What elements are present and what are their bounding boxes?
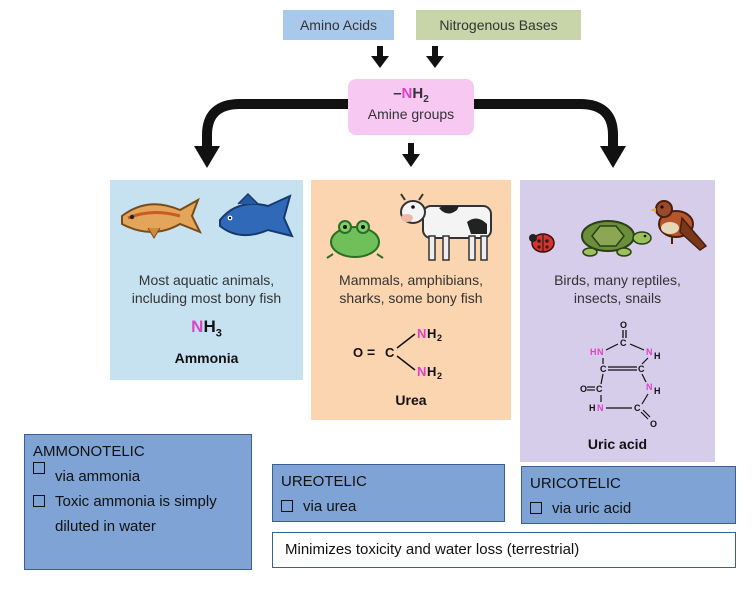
arrow-down-icon: [371, 46, 389, 68]
curved-arrow-right-icon: [474, 99, 626, 168]
uric-c4: C: [596, 384, 603, 394]
uric-o-bottom: O: [650, 419, 657, 429]
uricotelic-box: URICOTELIC via uric acid: [521, 466, 736, 524]
arrow-down-icon: [426, 46, 444, 68]
uric-n2: N: [646, 347, 653, 357]
ammonia-n: N: [191, 317, 204, 336]
amine-h: H: [412, 85, 424, 102]
uric-acid-structure: O C H N N H C C O C N H H N C O: [580, 320, 661, 429]
ammonotelic-item: Toxic ammonia is simply diluted in water: [55, 493, 217, 535]
uric-h1: H: [590, 347, 597, 357]
ureotelic-title: UREOTELIC: [281, 473, 367, 490]
bird-icon: [650, 200, 708, 251]
urea-panel: Mammals, amphibians, sharks, some bony f…: [311, 180, 511, 420]
uric-o-left: O: [580, 384, 587, 394]
checkbox-icon: [33, 495, 45, 507]
urea-desc-line1: Mammals, amphibians,: [339, 272, 483, 288]
nitrogenous-bases-box: Nitrogenous Bases: [416, 10, 581, 40]
uricotelic-title: URICOTELIC: [530, 475, 621, 492]
amine-label: Amine groups: [367, 106, 455, 122]
urea-h1: H: [427, 326, 436, 341]
checkbox-icon: [281, 500, 293, 512]
uric-desc-line1: Birds, many reptiles,: [554, 272, 681, 288]
urea-structure: O = C N H 2 N H 2: [353, 326, 442, 381]
urea-sub2: 2: [437, 371, 442, 381]
ammonia-panel: Most aquatic animals, including most bon…: [110, 180, 303, 380]
uric-h4: H: [589, 403, 596, 413]
ammonia-formula: NH3: [110, 317, 303, 339]
curved-arrow-left-icon: [194, 99, 348, 168]
uric-o-top: O: [620, 320, 627, 330]
nitrogenous-bases-label: Nitrogenous Bases: [439, 17, 558, 33]
uric-desc-line2: insects, snails: [573, 290, 662, 306]
turtle-icon: [581, 220, 652, 257]
cow-icon: [400, 193, 492, 261]
fish-icon: [121, 197, 203, 239]
amine-dash: –: [393, 85, 402, 102]
ammonia-desc-line2: including most bony fish: [131, 290, 282, 306]
uric-c1: C: [620, 338, 627, 348]
uric-n1: N: [597, 347, 604, 357]
uric-acid-name: Uric acid: [587, 436, 648, 452]
urea-n1: N: [417, 326, 426, 341]
ammonia-name: Ammonia: [174, 350, 239, 366]
urea-name: Urea: [395, 392, 427, 408]
ammonia-desc: Most aquatic animals, including most bon…: [110, 271, 303, 307]
uric-n3: N: [646, 382, 653, 392]
list-item: Toxic ammonia is simply diluted in water: [33, 489, 243, 539]
ladybug-icon: [529, 233, 555, 253]
uric-c3: C: [638, 364, 645, 374]
ammonia-h: H: [203, 317, 216, 336]
uric-h2: H: [654, 351, 661, 361]
checkbox-icon: [33, 462, 45, 474]
uric-c2: C: [600, 364, 607, 374]
minimizes-text: Minimizes toxicity and water loss (terre…: [285, 541, 580, 558]
ammonotelic-item: via ammonia: [55, 468, 141, 485]
urea-eq: =: [367, 344, 375, 360]
fish-icon: [219, 192, 294, 238]
urea-desc-line2: sharks, some bony fish: [339, 290, 483, 306]
ammonia-sub: 3: [215, 327, 222, 340]
list-item: via uric acid: [530, 496, 727, 521]
minimizes-box: Minimizes toxicity and water loss (terre…: [272, 532, 736, 568]
uric-desc: Birds, many reptiles, insects, snails: [520, 271, 715, 307]
list-item: via urea: [281, 494, 496, 519]
amine-groups-box: –NH2 Amine groups: [348, 79, 474, 135]
urea-desc: Mammals, amphibians, sharks, some bony f…: [311, 271, 511, 307]
ammonotelic-box: AMMONOTELIC via ammonia Toxic ammonia is…: [24, 434, 252, 570]
uric-c5: C: [634, 403, 641, 413]
uricotelic-item: via uric acid: [552, 500, 632, 517]
ammonia-desc-line1: Most aquatic animals,: [138, 272, 275, 288]
uric-acid-panel: Birds, many reptiles, insects, snails O …: [520, 180, 715, 462]
urea-h2: H: [427, 364, 436, 379]
urea-sub1: 2: [437, 333, 442, 343]
ammonotelic-title: AMMONOTELIC: [33, 443, 145, 460]
amino-acids-box: Amino Acids: [283, 10, 394, 40]
urea-o: O: [353, 345, 363, 360]
amine-formula: –NH2: [348, 85, 474, 105]
amine-sub: 2: [423, 94, 429, 105]
urea-c: C: [385, 345, 395, 360]
urea-n2: N: [417, 364, 426, 379]
uric-n4: N: [597, 403, 604, 413]
list-item: via ammonia: [33, 462, 243, 489]
arrow-down-icon: [402, 143, 420, 167]
checkbox-icon: [530, 502, 542, 514]
ureotelic-item: via urea: [303, 498, 357, 515]
ureotelic-box: UREOTELIC via urea: [272, 464, 505, 522]
amino-acids-label: Amino Acids: [299, 17, 378, 33]
amine-n: N: [401, 85, 413, 102]
uric-h3: H: [654, 386, 661, 396]
frog-icon: [326, 220, 384, 259]
